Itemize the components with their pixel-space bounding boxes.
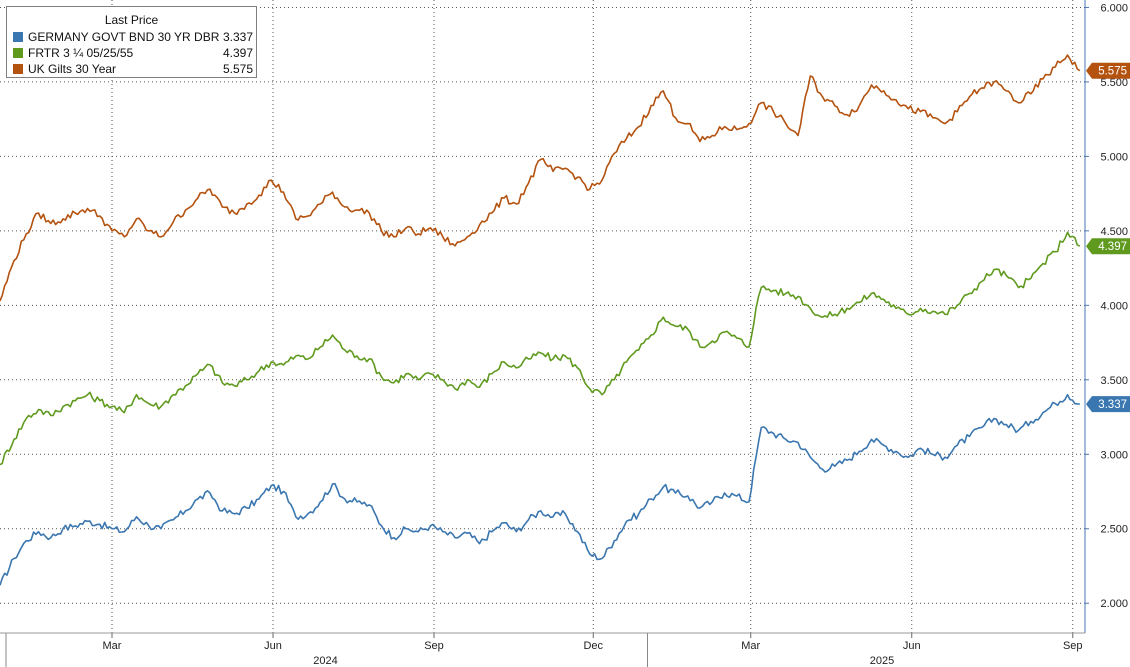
y-tick-label: 4.000 <box>1100 300 1128 312</box>
y-axis: 2.000 2.500 3.000 3.500 4.000 4.500 5.000 5.500… <box>1084 0 1128 633</box>
year-label: 2024 <box>313 655 337 667</box>
x-tick-label: Sep <box>1063 640 1083 652</box>
y-tick-label: 3.000 <box>1100 449 1128 461</box>
legend-label-france: FRTR 3 ¼ 05/25/55 <box>28 46 134 60</box>
plot-background <box>0 0 1085 633</box>
y-tick-label: 2.500 <box>1100 524 1128 536</box>
legend-label-uk: UK Gilts 30 Year <box>28 62 117 76</box>
x-tick-label: Jun <box>264 640 282 652</box>
legend-title: Last Price <box>104 13 159 27</box>
x-axis: Mar Jun Sep Dec Mar Jun Sep 2024 2025 <box>0 632 1085 667</box>
legend-entry-uk: UK Gilts 30 Year 5.575 <box>13 61 253 77</box>
x-tick-label: Jun <box>903 640 921 652</box>
last-value-tag-bg <box>1086 238 1130 255</box>
legend-entry-france: FRTR 3 ¼ 05/25/55 4.397 <box>13 45 253 61</box>
legend-entry-germany: GERMANY GOVT BND 30 YR DBR 3.337 <box>13 29 253 45</box>
y-tick-label: 2.000 <box>1100 598 1128 610</box>
legend-value-germany: 3.337 <box>222 30 253 44</box>
last-value-tag-label: 3.337 <box>1098 399 1127 411</box>
legend-value-uk: 5.575 <box>222 62 253 76</box>
legend-value-france: 4.397 <box>222 46 253 60</box>
x-tick-label: Dec <box>583 640 603 652</box>
y-tick-label: 5.000 <box>1100 151 1128 163</box>
series-line-2 <box>0 54 1081 302</box>
y-tick-label: 6.000 <box>1100 2 1128 14</box>
x-tick-label: Mar <box>103 640 122 652</box>
series-line-0 <box>0 393 1080 586</box>
x-tick-label: Sep <box>424 640 444 652</box>
series-line-1 <box>0 231 1081 466</box>
legend-swatch-uk <box>13 64 23 74</box>
legend-label-germany: GERMANY GOVT BND 30 YR DBR <box>28 30 220 44</box>
legend-swatch-germany <box>13 32 23 42</box>
last-value-tag-bg <box>1086 396 1130 413</box>
y-tick-label: 4.500 <box>1100 226 1128 238</box>
last-value-tag-label: 4.397 <box>1098 241 1127 253</box>
series-lines <box>0 54 1081 586</box>
y-tick-label: 5.500 <box>1100 77 1128 89</box>
legend-swatch-france <box>13 48 23 58</box>
x-tick-label: Mar <box>741 640 760 652</box>
last-value-tags: 3.337 4.397 5.575 <box>1086 62 1130 413</box>
y-tick-label: 3.500 <box>1100 375 1128 387</box>
year-label: 2025 <box>870 655 894 667</box>
last-value-tag-bg <box>1086 62 1130 79</box>
last-value-tag-label: 5.575 <box>1098 66 1127 78</box>
chart-legend: Last Price GERMANY GOVT BND 30 YR DBR 3.… <box>6 6 257 78</box>
